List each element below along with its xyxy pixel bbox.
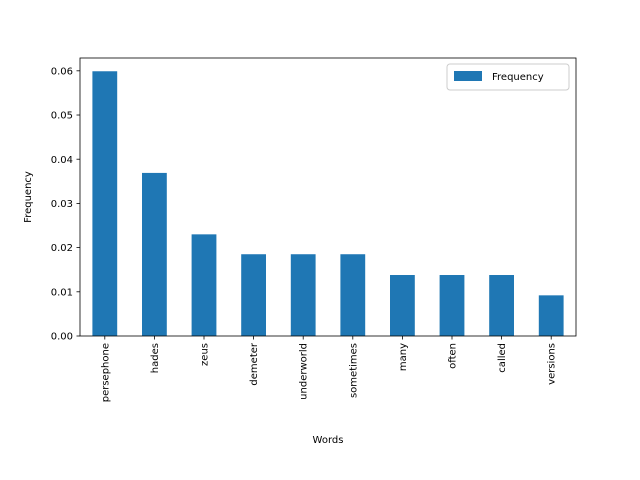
x-axis-label: Words	[313, 435, 344, 446]
legend: Frequency	[446, 63, 570, 91]
plot-frame	[79, 57, 577, 337]
y-tick-label: 0.04	[51, 155, 73, 166]
bar-called	[489, 275, 514, 336]
bar-persephone	[92, 71, 118, 336]
x-axis-ticks: persephone hades zeus demeter underworld some…	[100, 336, 558, 402]
x-tick-label: demeter	[249, 342, 260, 385]
x-tick-label: zeus	[200, 343, 211, 366]
bar-versions	[538, 295, 564, 336]
bar-many	[390, 275, 415, 336]
x-tick-label: often	[448, 343, 459, 369]
x-tick-label: sometimes	[348, 343, 359, 398]
y-tick-label: 0.00	[51, 332, 73, 343]
bar-demeter	[241, 254, 266, 336]
y-axis-ticks: 0.00 0.01 0.02 0.03 0.04 0.05 0.06	[51, 66, 80, 343]
bar-underworld	[290, 254, 316, 336]
bars-group	[92, 71, 564, 336]
x-tick-label: versions	[547, 343, 558, 385]
y-tick-label: 0.05	[51, 111, 73, 122]
bar-hades	[142, 172, 167, 336]
y-axis-label: Frequency	[23, 171, 34, 223]
x-tick-label: persephone	[100, 343, 111, 402]
bar-zeus	[191, 234, 217, 336]
x-tick-label: hades	[150, 343, 161, 373]
legend-box	[446, 63, 570, 91]
x-tick-label: many	[398, 343, 409, 371]
y-tick-label: 0.06	[51, 66, 73, 77]
y-tick-label: 0.03	[51, 199, 73, 210]
y-tick-label: 0.01	[51, 287, 73, 298]
x-tick-label: underworld	[299, 343, 310, 400]
legend-swatch-frequency	[454, 71, 482, 81]
bar-often	[439, 275, 465, 336]
y-tick-label: 0.02	[51, 243, 73, 254]
legend-label-frequency: Frequency	[492, 72, 544, 83]
x-tick-label: called	[497, 343, 508, 373]
bar-sometimes	[340, 254, 366, 336]
